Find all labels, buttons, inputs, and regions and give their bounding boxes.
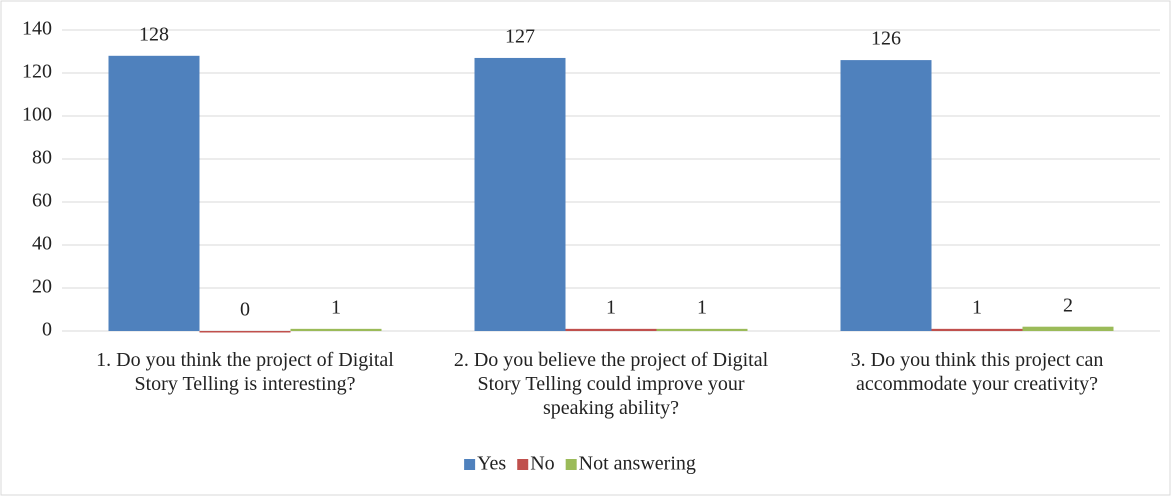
legend-swatch xyxy=(565,459,577,470)
y-tick-label: 80 xyxy=(32,147,52,169)
bar xyxy=(290,328,382,331)
x-tick-label: 1. Do you think the project of Digital S… xyxy=(96,349,394,395)
value-label: 1 xyxy=(606,296,616,318)
bar xyxy=(656,328,748,331)
x-tick-label: 2. Do you believe the project of Digital… xyxy=(453,349,769,419)
value-label: 1 xyxy=(972,296,982,318)
y-tick-label: 20 xyxy=(32,276,52,298)
y-tick-label: 0 xyxy=(42,319,52,341)
value-label: 127 xyxy=(505,26,535,48)
y-tick-label: 40 xyxy=(32,233,52,255)
legend-swatch xyxy=(464,459,476,470)
bar xyxy=(108,55,200,332)
bar xyxy=(931,328,1023,331)
legend-label: Not answering xyxy=(579,453,696,475)
value-label: 1 xyxy=(331,296,341,318)
y-tick-label: 60 xyxy=(32,190,52,212)
value-label: 1 xyxy=(697,296,707,318)
value-label: 126 xyxy=(871,28,901,50)
legend-label: No xyxy=(530,453,554,475)
y-tick-label: 140 xyxy=(22,18,52,40)
value-label: 2 xyxy=(1063,294,1073,316)
y-tick-label: 120 xyxy=(22,61,52,83)
bar xyxy=(565,328,657,331)
value-label: 0 xyxy=(240,299,250,321)
bar xyxy=(474,57,566,331)
bar xyxy=(840,60,932,331)
bar xyxy=(199,331,291,333)
value-label: 128 xyxy=(139,23,169,45)
y-tick-label: 100 xyxy=(22,104,52,126)
bar xyxy=(1022,326,1114,331)
legend-label: Yes xyxy=(477,453,506,475)
x-tick-label: 3. Do you think this project can accommo… xyxy=(850,349,1104,395)
legend-swatch xyxy=(517,459,529,470)
